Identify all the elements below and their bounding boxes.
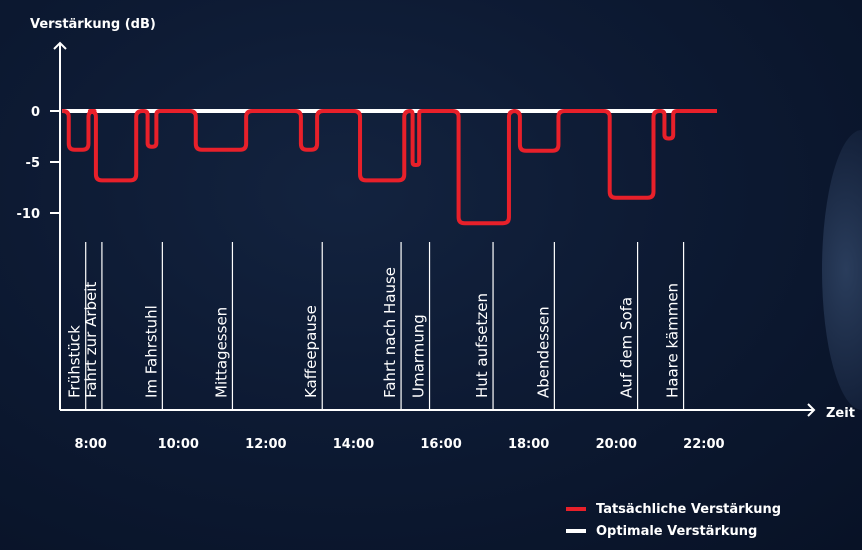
y-tick-group: 0 -5 -10 bbox=[17, 105, 60, 222]
x-tick-label: 14:00 bbox=[333, 437, 374, 452]
x-tick-label: 18:00 bbox=[508, 437, 549, 452]
x-tick-label: 20:00 bbox=[596, 437, 637, 452]
legend-label-actual: Tatsächliche Verstärkung bbox=[596, 501, 782, 517]
activity-label: Frühstück bbox=[66, 325, 84, 398]
y-tick-label: -5 bbox=[26, 156, 40, 171]
x-tick-group: 8:00 10:00 12:00 14:00 16:00 18:00 20:00 22:00 bbox=[74, 437, 724, 452]
legend-swatch-optimal bbox=[566, 529, 586, 533]
legend-swatch-actual bbox=[566, 507, 586, 511]
y-axis-label: Verstärkung (dB) bbox=[30, 17, 156, 32]
activity-label: Haare kämmen bbox=[664, 283, 682, 398]
x-tick-label: 16:00 bbox=[420, 437, 461, 452]
x-axis-label: Zeit bbox=[826, 406, 855, 421]
x-tick-label: 10:00 bbox=[158, 437, 199, 452]
actual-gain-line bbox=[60, 109, 717, 226]
x-tick-label: 8:00 bbox=[74, 437, 106, 452]
activity-label: Auf dem Sofa bbox=[618, 297, 636, 398]
activity-label: Fahrt nach Hause bbox=[381, 267, 399, 398]
legend: Tatsächliche Verstärkung Optimale Verstä… bbox=[566, 498, 781, 542]
legend-item-actual: Tatsächliche Verstärkung bbox=[566, 498, 781, 520]
activity-label: Abendessen bbox=[534, 306, 552, 398]
activity-label: Umarmung bbox=[410, 314, 428, 398]
y-tick-label: -10 bbox=[17, 207, 41, 222]
legend-label-optimal: Optimale Verstärkung bbox=[596, 523, 758, 539]
x-tick-label: 22:00 bbox=[683, 437, 724, 452]
y-tick-label: 0 bbox=[31, 105, 40, 120]
series-group bbox=[60, 109, 717, 226]
activity-label: Im Fahrstuhl bbox=[142, 305, 160, 398]
activity-label: Kaffeepause bbox=[302, 305, 320, 398]
x-tick-label: 12:00 bbox=[245, 437, 286, 452]
activity-label: Hut aufsetzen bbox=[473, 293, 491, 398]
legend-item-optimal: Optimale Verstärkung bbox=[566, 520, 781, 542]
activity-label: Mittagessen bbox=[212, 307, 230, 398]
activity-label: Fahrt zur Arbeit bbox=[82, 282, 100, 398]
